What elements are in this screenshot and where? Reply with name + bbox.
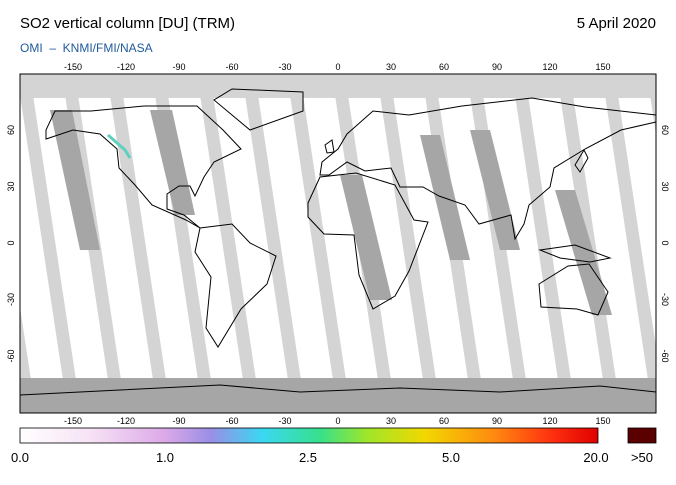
orbit-gap <box>20 307 31 380</box>
ticks: -150 -150 -120 -120 -90 -90 -60 -60 -30 -30 0 0 30 30… <box>6 62 670 426</box>
lat-tick-label-right: -60 <box>660 349 670 362</box>
orbit-gap <box>380 95 436 380</box>
lon-tick-label-top: 90 <box>492 62 502 72</box>
lat-tick-label-right: -30 <box>660 293 670 306</box>
colorbar <box>19 427 599 444</box>
lon-tick-label-bottom: -120 <box>117 416 135 426</box>
lon-tick-label-top: 120 <box>542 62 557 72</box>
credit: OMI – KNMI/FMI/NASA <box>20 41 153 55</box>
lat-tick-label-left: 0 <box>6 240 16 245</box>
lat-tick-label-right: 0 <box>660 240 670 245</box>
lon-tick-label-bottom: 0 <box>335 416 340 426</box>
date: 5 April 2020 <box>577 15 656 32</box>
lon-tick-label-top: 30 <box>386 62 396 72</box>
orbit-gap <box>245 95 301 380</box>
dark-swaths <box>50 110 612 315</box>
lat-tick-label-right: 30 <box>660 181 670 191</box>
so2-plume <box>107 133 132 159</box>
orbit-gap <box>20 95 76 380</box>
colorbar-label: 1.0 <box>156 450 174 465</box>
lon-tick-label-bottom: -30 <box>278 416 291 426</box>
lon-tick-label-bottom: 30 <box>386 416 396 426</box>
orbit-gap <box>290 95 346 380</box>
orbit-gap <box>200 95 256 380</box>
lon-tick-label-bottom: 90 <box>492 416 502 426</box>
lon-tick-label-top: -60 <box>225 62 238 72</box>
lon-tick-label-bottom: -150 <box>64 416 82 426</box>
antarctica <box>20 378 656 413</box>
lon-tick-label-top: 0 <box>335 62 340 72</box>
map <box>20 74 656 413</box>
lon-tick-label-bottom: 120 <box>542 416 557 426</box>
lon-tick-label-top: 150 <box>595 62 610 72</box>
lon-tick-label-top: -150 <box>64 62 82 72</box>
orbit-gap <box>605 95 656 380</box>
colorbar-label: 2.5 <box>299 450 317 465</box>
lat-tick-label-right: 60 <box>660 125 670 135</box>
orbit-gap <box>515 95 571 380</box>
lon-tick-label-bottom: 150 <box>595 416 610 426</box>
lon-tick-label-top: -30 <box>278 62 291 72</box>
lon-tick-label-top: -120 <box>117 62 135 72</box>
lon-tick-label-top: -90 <box>172 62 185 72</box>
orbit-gap <box>110 95 166 380</box>
colorbar-label: 5.0 <box>442 450 460 465</box>
lon-tick-label-bottom: -90 <box>172 416 185 426</box>
coastlines <box>20 88 656 396</box>
lat-tick-label-left: 30 <box>6 181 16 191</box>
colorbar-overflow-label: >50 <box>631 450 653 465</box>
colorbar-label: 0.0 <box>11 450 29 465</box>
colorbar-label: 20.0 <box>583 450 608 465</box>
lon-tick-label-bottom: 60 <box>439 416 449 426</box>
lat-tick-label-left: -60 <box>6 349 16 362</box>
title: SO2 vertical column [DU] (TRM) <box>20 15 235 32</box>
lon-tick-label-bottom: -60 <box>225 416 238 426</box>
colorbar-labels: 0.0 1.0 2.5 5.0 20.0 >50 <box>11 450 653 465</box>
map-frame <box>19 73 657 414</box>
lat-tick-label-left: -30 <box>6 293 16 306</box>
lon-tick-label-top: 60 <box>439 62 449 72</box>
colorbar-overflow <box>627 427 657 444</box>
lat-tick-label-left: 60 <box>6 125 16 135</box>
